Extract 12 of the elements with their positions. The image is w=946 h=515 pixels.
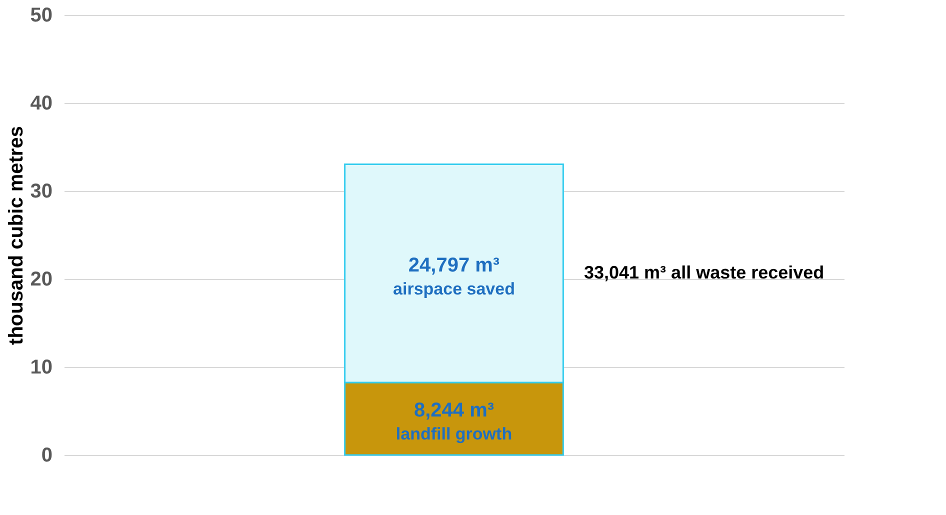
annotation: 24,797 m³ [408,254,500,276]
y-tick-label: 10 [30,356,52,378]
y-tick-label: 40 [30,92,52,114]
y-tick-label: 20 [30,268,52,290]
y-tick-label: 30 [30,180,52,202]
y-tick-label: 50 [30,4,52,26]
y-axis-title: thousand cubic metres [5,126,28,345]
series-label: airspace saved [393,279,515,298]
annotation: 8,244 m³ [414,400,494,422]
series-label: landfill growth [396,424,512,444]
y-tick-label: 0 [41,444,52,466]
annotation: 33,041 m³ all waste received [584,262,824,282]
